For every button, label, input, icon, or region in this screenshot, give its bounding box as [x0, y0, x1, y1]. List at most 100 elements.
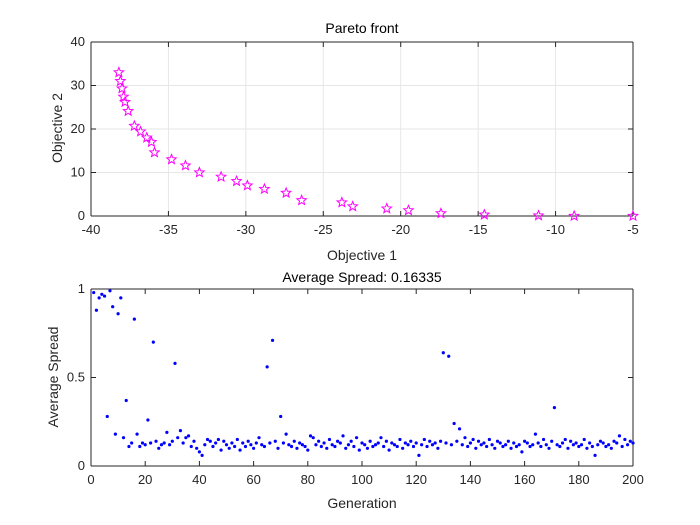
spread-point [493, 446, 497, 450]
spread-point [303, 444, 307, 449]
spread-point [384, 439, 388, 443]
average-spread-y-tick-label: 0.5 [67, 370, 85, 385]
spread-point [262, 444, 267, 449]
spread-point [525, 441, 529, 445]
pareto-point [115, 82, 129, 94]
spread-point [476, 439, 481, 443]
spread-point [184, 436, 188, 440]
spread-point [322, 441, 326, 445]
pareto-front-x-tick-label: -40 [82, 222, 101, 237]
spread-point [514, 444, 519, 449]
spread-point [317, 439, 321, 443]
spread-point [536, 441, 540, 445]
spread-point [373, 443, 378, 447]
spread-point [111, 305, 115, 309]
spread-point [92, 290, 96, 295]
pareto-point [380, 202, 393, 214]
spread-point [495, 439, 500, 443]
spread-point [279, 414, 283, 419]
spread-point [273, 439, 277, 443]
spread-point [249, 443, 253, 447]
average-spread-x-tick-label: 200 [622, 472, 644, 487]
spread-point [284, 432, 288, 436]
spread-point [569, 439, 573, 443]
spread-point [113, 432, 117, 436]
spread-point [371, 444, 375, 449]
spread-point [590, 444, 594, 449]
spread-point [501, 444, 505, 449]
pareto-point [346, 200, 359, 212]
spread-point [357, 448, 361, 452]
pareto-point [112, 66, 125, 78]
spread-point [235, 437, 239, 442]
average-spread-y-tick-label: 1 [78, 281, 85, 296]
spread-point [349, 439, 353, 443]
spread-point [252, 446, 256, 450]
spread-point [230, 441, 234, 445]
spread-point [135, 432, 139, 436]
spread-point [498, 441, 502, 445]
spread-point [468, 441, 472, 445]
pareto-front-title: Pareto front [325, 20, 398, 36]
spread-point [593, 453, 597, 457]
spread-point [270, 338, 275, 342]
spread-point [200, 453, 204, 457]
average-spread-x-tick-label: 140 [460, 472, 482, 487]
spread-point [287, 443, 291, 447]
pareto-point [140, 131, 153, 143]
average-spread-x-tick-label: 160 [514, 472, 536, 487]
spread-point [612, 439, 616, 443]
spread-point [138, 444, 142, 449]
spread-point [506, 439, 510, 443]
spread-point [482, 441, 486, 445]
spread-point [257, 436, 261, 440]
pareto-point [165, 153, 178, 165]
pareto-point [117, 90, 130, 102]
spread-point [390, 441, 394, 445]
spread-point [341, 434, 345, 438]
pareto-front-x-tick-label: -25 [314, 222, 333, 237]
spread-point [447, 354, 451, 358]
spread-point [455, 439, 459, 443]
pareto-front-x-tick-label: -35 [159, 222, 178, 237]
spread-point [336, 439, 340, 443]
pareto-front-y-tick-label: 20 [71, 121, 85, 136]
average-spread-x-tick-label: 40 [192, 472, 206, 487]
spread-point [365, 446, 370, 450]
pareto-point [114, 74, 127, 87]
spread-point [379, 436, 383, 440]
spread-point [571, 443, 575, 447]
average-spread-plot: Average Spread: 0.16335 0 20 40 60 80 100 120 1… [45, 269, 644, 511]
spread-point [588, 441, 592, 445]
spread-point [376, 441, 380, 445]
spread-point [487, 437, 491, 442]
pareto-front-x-tick-label: -15 [469, 222, 488, 237]
spread-point [425, 444, 429, 449]
average-spread-axes [90, 288, 634, 467]
spread-point [243, 444, 248, 449]
spread-point [509, 446, 513, 450]
spread-point [392, 443, 397, 447]
spread-point [173, 361, 177, 365]
spread-point [360, 441, 364, 445]
pareto-point [122, 104, 135, 117]
spread-point [333, 444, 337, 449]
spread-point [132, 317, 136, 321]
spread-point [607, 443, 611, 447]
spread-point [119, 296, 123, 300]
pareto-point [434, 207, 448, 219]
spread-point [238, 448, 242, 452]
spread-point [428, 439, 432, 443]
spread-point [130, 441, 134, 445]
spread-point [197, 450, 201, 454]
spread-point [211, 444, 215, 449]
spread-point [422, 437, 426, 442]
spread-point [541, 437, 546, 442]
spread-point [195, 446, 199, 450]
spread-point [292, 439, 296, 443]
spread-point [241, 441, 245, 445]
spread-point [346, 443, 351, 447]
average-spread-tick-labels: 0 20 40 60 80 100 120 140 160 180 200 0 0.5 1 [67, 281, 644, 487]
spread-point [547, 446, 551, 450]
spread-point [192, 439, 196, 443]
